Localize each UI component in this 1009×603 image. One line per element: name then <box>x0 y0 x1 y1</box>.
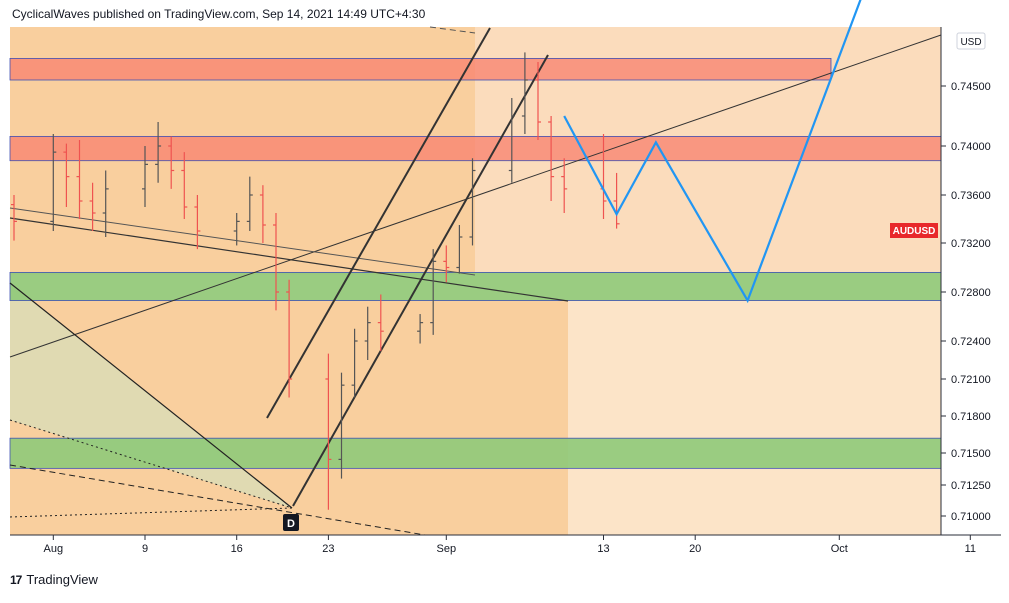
channel-lower <box>292 54 549 507</box>
dotted-line-a <box>9 419 293 509</box>
tradingview-logo-icon: 17 <box>10 572 22 587</box>
channel-upper <box>266 27 491 419</box>
price-tick-label: 0.73600 <box>951 190 991 202</box>
footer[interactable]: 17 TradingView <box>10 572 98 587</box>
time-tick-label: 16 <box>231 543 243 555</box>
candles-layer <box>11 52 620 510</box>
trendline-long <box>9 34 942 358</box>
trendlines-layer <box>9 26 942 536</box>
price-tick-label: 0.72100 <box>951 374 991 386</box>
price-tick-label: 0.71500 <box>951 448 991 460</box>
time-axis <box>10 535 941 565</box>
time-tick-label: 11 <box>965 543 976 555</box>
time-tick-label: 13 <box>597 543 609 555</box>
price-tag-box <box>890 223 938 238</box>
time-tick-label: 9 <box>142 543 148 555</box>
time-tick-label: 23 <box>322 543 334 555</box>
dashed-line <box>9 464 426 536</box>
trendline-desc-lower <box>9 217 569 302</box>
time-tick-label: Aug <box>44 543 64 555</box>
price-axis <box>941 27 1001 535</box>
price-tick-label: 0.72400 <box>951 336 991 348</box>
dotted-line-b <box>9 507 293 518</box>
time-tick-label: Sep <box>437 543 457 555</box>
publish-header: CyclicalWaves published on TradingView.c… <box>12 7 426 21</box>
price-tag: AUDUSD <box>893 226 936 237</box>
price-tick-label: 0.71800 <box>951 411 991 423</box>
price-ticks: 0.74500 0.74000 0.73600 0.73200 0.72800 0.724… <box>941 81 991 523</box>
wedge-line <box>9 282 293 509</box>
time-ticks: Aug 9 16 23 Sep 13 20 Oct 11 <box>44 535 976 555</box>
price-tick-label: 0.72800 <box>951 287 991 299</box>
dashed-line-top <box>429 26 476 34</box>
currency-label: USD <box>960 37 981 48</box>
trendline-desc-upper <box>9 207 476 276</box>
footer-brand: TradingView <box>26 572 98 587</box>
zone-red <box>9 58 832 81</box>
zone-green <box>9 437 942 469</box>
time-tick-label: 20 <box>689 543 701 555</box>
price-tick-label: 0.71000 <box>951 511 991 523</box>
price-tick-label: 0.71250 <box>951 480 991 492</box>
pattern-label-box <box>283 514 299 531</box>
zone-red <box>9 135 942 162</box>
pattern-label: D <box>287 518 295 530</box>
currency-box[interactable] <box>956 32 986 50</box>
time-tick-label: Oct <box>831 543 848 555</box>
forecast-path <box>563 0 862 304</box>
price-tick-label: 0.74000 <box>951 141 991 153</box>
price-tick-label: 0.73200 <box>951 238 991 250</box>
zone-green <box>9 271 942 301</box>
price-tick-label: 0.74500 <box>951 81 991 93</box>
zones-layer <box>9 58 942 469</box>
